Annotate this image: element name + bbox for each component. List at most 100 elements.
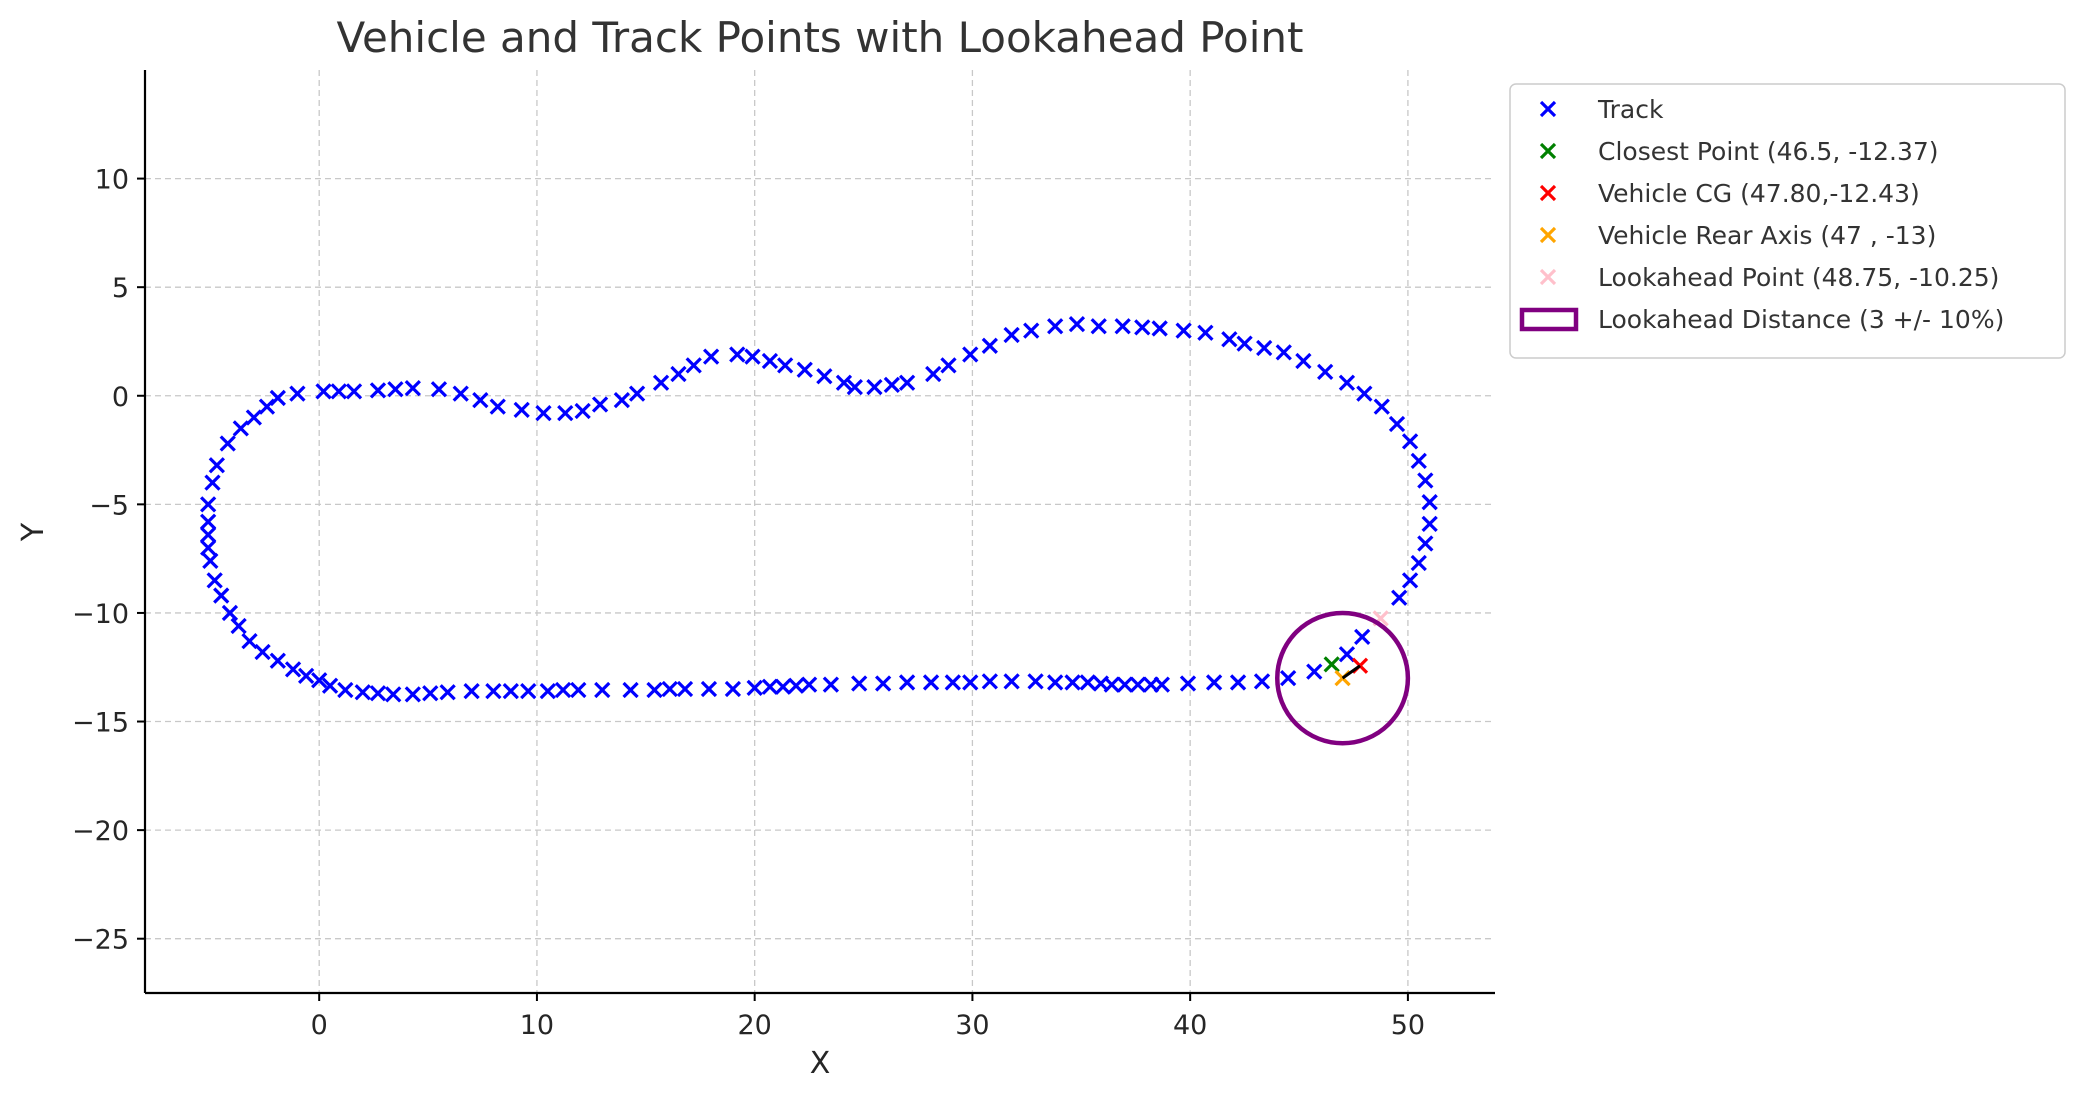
track-point [330, 383, 347, 400]
track-point [1410, 452, 1427, 470]
track-point [1151, 320, 1168, 337]
track-point [1064, 674, 1081, 691]
track-point [816, 368, 833, 385]
track-point [898, 374, 916, 391]
x-tick-label: 10 [520, 1010, 554, 1041]
track-point [1068, 315, 1086, 333]
track-point [1221, 331, 1238, 348]
track-point [883, 376, 900, 394]
track-point [1205, 674, 1223, 691]
track-point [761, 352, 779, 370]
track-point [940, 357, 957, 374]
track-point [1229, 674, 1247, 691]
track-point [676, 680, 694, 698]
x-tick-label: 50 [1391, 1010, 1425, 1041]
track-point [200, 496, 217, 513]
track-point [796, 361, 813, 378]
track-point [1114, 318, 1131, 335]
track-point [232, 420, 249, 437]
y-tick-label: 10 [95, 165, 129, 196]
legend: Track Closest Point (46.5, -12.37) Vehicle… [1509, 83, 2066, 359]
track-point [269, 389, 286, 407]
track-point [213, 587, 230, 604]
track-point [557, 405, 574, 422]
track-point [875, 675, 892, 692]
track-point [219, 435, 236, 452]
track-point [387, 381, 404, 398]
y-tick-label: −15 [72, 708, 129, 739]
track-point [787, 677, 805, 694]
legend-marker [1519, 307, 1579, 332]
track-point [221, 604, 239, 622]
track-point [369, 685, 387, 702]
track-point [315, 383, 332, 400]
track-point [1253, 673, 1271, 690]
track-point [1129, 676, 1147, 693]
track-point [241, 633, 258, 650]
track-point [430, 381, 448, 398]
track-point [1401, 572, 1419, 589]
track-point [1079, 674, 1096, 691]
heading-segment [1341, 664, 1361, 680]
y-tick-label: −5 [89, 490, 129, 521]
track-point [570, 681, 587, 699]
track-point [944, 674, 961, 691]
track-point [1295, 352, 1312, 370]
legend-entry-label: Lookahead Distance (3 +/- 10%) [1598, 305, 2004, 334]
track-point [369, 382, 387, 399]
legend-marker [1539, 268, 1557, 286]
y-tick-label: −20 [72, 816, 129, 847]
track-point [284, 661, 302, 678]
track-point [925, 365, 942, 383]
track-point [539, 682, 556, 700]
track-point [1092, 675, 1110, 692]
track-point [846, 378, 863, 396]
lookahead-circle [1275, 610, 1411, 746]
track-point [1090, 318, 1107, 335]
x-tick-label: 0 [311, 1010, 328, 1041]
track-point [981, 673, 998, 690]
track-point [685, 357, 702, 374]
track-point [1317, 363, 1334, 381]
track-point [646, 681, 663, 699]
track-point [206, 572, 223, 589]
track-point [822, 676, 840, 693]
track-point [1275, 344, 1292, 361]
legend-entry-label: Vehicle Rear Axis (47 , -13) [1598, 221, 1936, 250]
track-point [661, 680, 678, 698]
legend-marker [1539, 100, 1557, 118]
track-point [535, 405, 552, 422]
track-point [746, 679, 763, 696]
track-point [591, 396, 609, 413]
legend-marker [1539, 226, 1557, 244]
track-point [1354, 628, 1371, 645]
track-point [1116, 676, 1133, 693]
track-point [200, 526, 217, 543]
track-point [652, 374, 670, 391]
plot-area [200, 315, 1438, 746]
track-point [254, 643, 271, 661]
track-point [962, 674, 979, 691]
track-point [1197, 324, 1214, 341]
track-point [1280, 669, 1297, 687]
track-point [962, 346, 979, 363]
track-point [208, 457, 225, 474]
track-point [321, 677, 339, 694]
legend-marker [1539, 184, 1557, 202]
track-point [774, 678, 792, 695]
y-tick-label: 5 [112, 273, 129, 304]
track-point [404, 686, 421, 703]
track-point [452, 385, 469, 402]
track-point [628, 385, 646, 402]
track-point [1417, 535, 1434, 552]
track-point [1256, 339, 1273, 357]
track-point [485, 682, 502, 700]
track-point [422, 685, 439, 702]
track-point [1027, 673, 1044, 690]
track-point [1179, 675, 1197, 692]
track-point [1142, 676, 1160, 693]
track-point [622, 681, 639, 699]
track-point [404, 380, 421, 397]
y-axis-label: Y [16, 522, 51, 542]
track-point [1134, 319, 1151, 336]
